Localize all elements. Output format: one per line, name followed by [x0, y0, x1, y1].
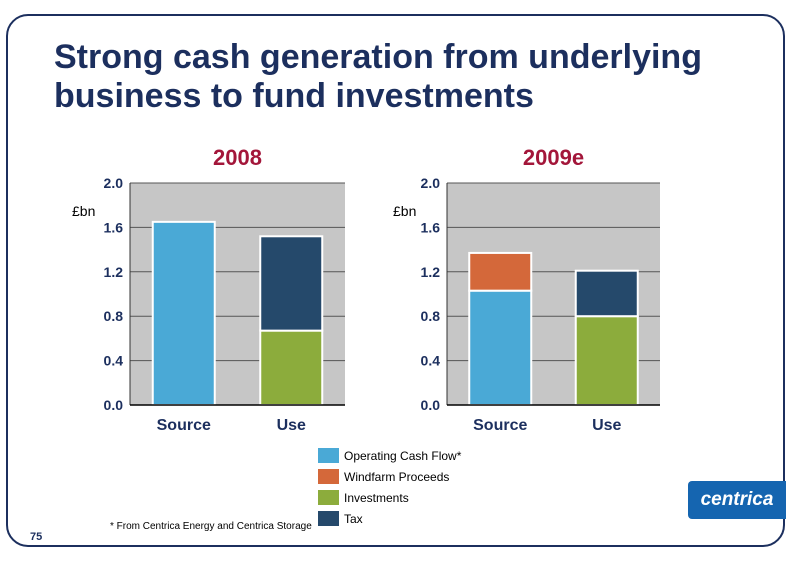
- legend-label: Windfarm Proceeds: [344, 469, 450, 484]
- legend-label: Tax: [344, 511, 363, 526]
- legend-swatch: [318, 448, 339, 463]
- charts-area: 0.0 0.4 0.8 1.2 1.6 2.0 2008 £bn Source Use 0.0 0.4…: [72, 145, 660, 434]
- y-tick-label: 0.0: [104, 397, 124, 413]
- legend-item: Windfarm Proceeds: [318, 466, 461, 487]
- y-tick-label: 2.0: [421, 175, 441, 191]
- y-tick-label: 0.8: [104, 308, 124, 324]
- bar-segment: [574, 315, 639, 407]
- page-number: 75: [30, 531, 43, 543]
- slide-title: Strong cash generation from underlying b…: [54, 38, 702, 115]
- y-tick-label: 0.0: [421, 397, 441, 413]
- centrica-logo: centrica: [688, 481, 786, 519]
- bar-segment: [468, 251, 533, 292]
- legend-swatch: [318, 469, 339, 484]
- bar-segment: [259, 235, 324, 332]
- bar-segment: [468, 289, 533, 407]
- legend-item: Operating Cash Flow*: [318, 445, 461, 466]
- legend-item: Tax: [318, 508, 461, 529]
- x-category-label: Use: [277, 417, 306, 434]
- y-tick-label: 1.2: [104, 264, 124, 280]
- legend-label: Investments: [344, 490, 409, 505]
- x-category-label: Source: [157, 417, 211, 434]
- y-tick-label: 1.2: [421, 264, 441, 280]
- footnote: * From Centrica Energy and Centrica Stor…: [110, 521, 312, 532]
- slide-frame: [6, 14, 785, 547]
- y-tick-label: 1.6: [421, 219, 441, 235]
- legend-swatch: [318, 490, 339, 505]
- legend-item: Investments: [318, 487, 461, 508]
- bar-segment: [574, 269, 639, 318]
- y-axis-unit: £bn: [393, 203, 416, 219]
- legend: Operating Cash Flow* Windfarm Proceeds I…: [318, 445, 461, 529]
- y-tick-label: 0.8: [421, 308, 441, 324]
- bar-segment: [259, 329, 324, 407]
- logo-text: centrica: [700, 489, 774, 510]
- legend-label: Operating Cash Flow*: [344, 448, 462, 463]
- y-tick-label: 2.0: [104, 175, 124, 191]
- legend-swatch: [318, 511, 339, 526]
- chart-title: 2008: [213, 145, 262, 170]
- y-tick-label: 1.6: [104, 219, 124, 235]
- y-axis-unit: £bn: [72, 203, 95, 219]
- x-category-label: Source: [473, 417, 527, 434]
- bar-segment: [151, 220, 216, 406]
- chart-title: 2009e: [523, 145, 584, 170]
- x-category-label: Use: [592, 417, 621, 434]
- y-tick-label: 0.4: [421, 353, 441, 369]
- y-tick-label: 0.4: [104, 353, 124, 369]
